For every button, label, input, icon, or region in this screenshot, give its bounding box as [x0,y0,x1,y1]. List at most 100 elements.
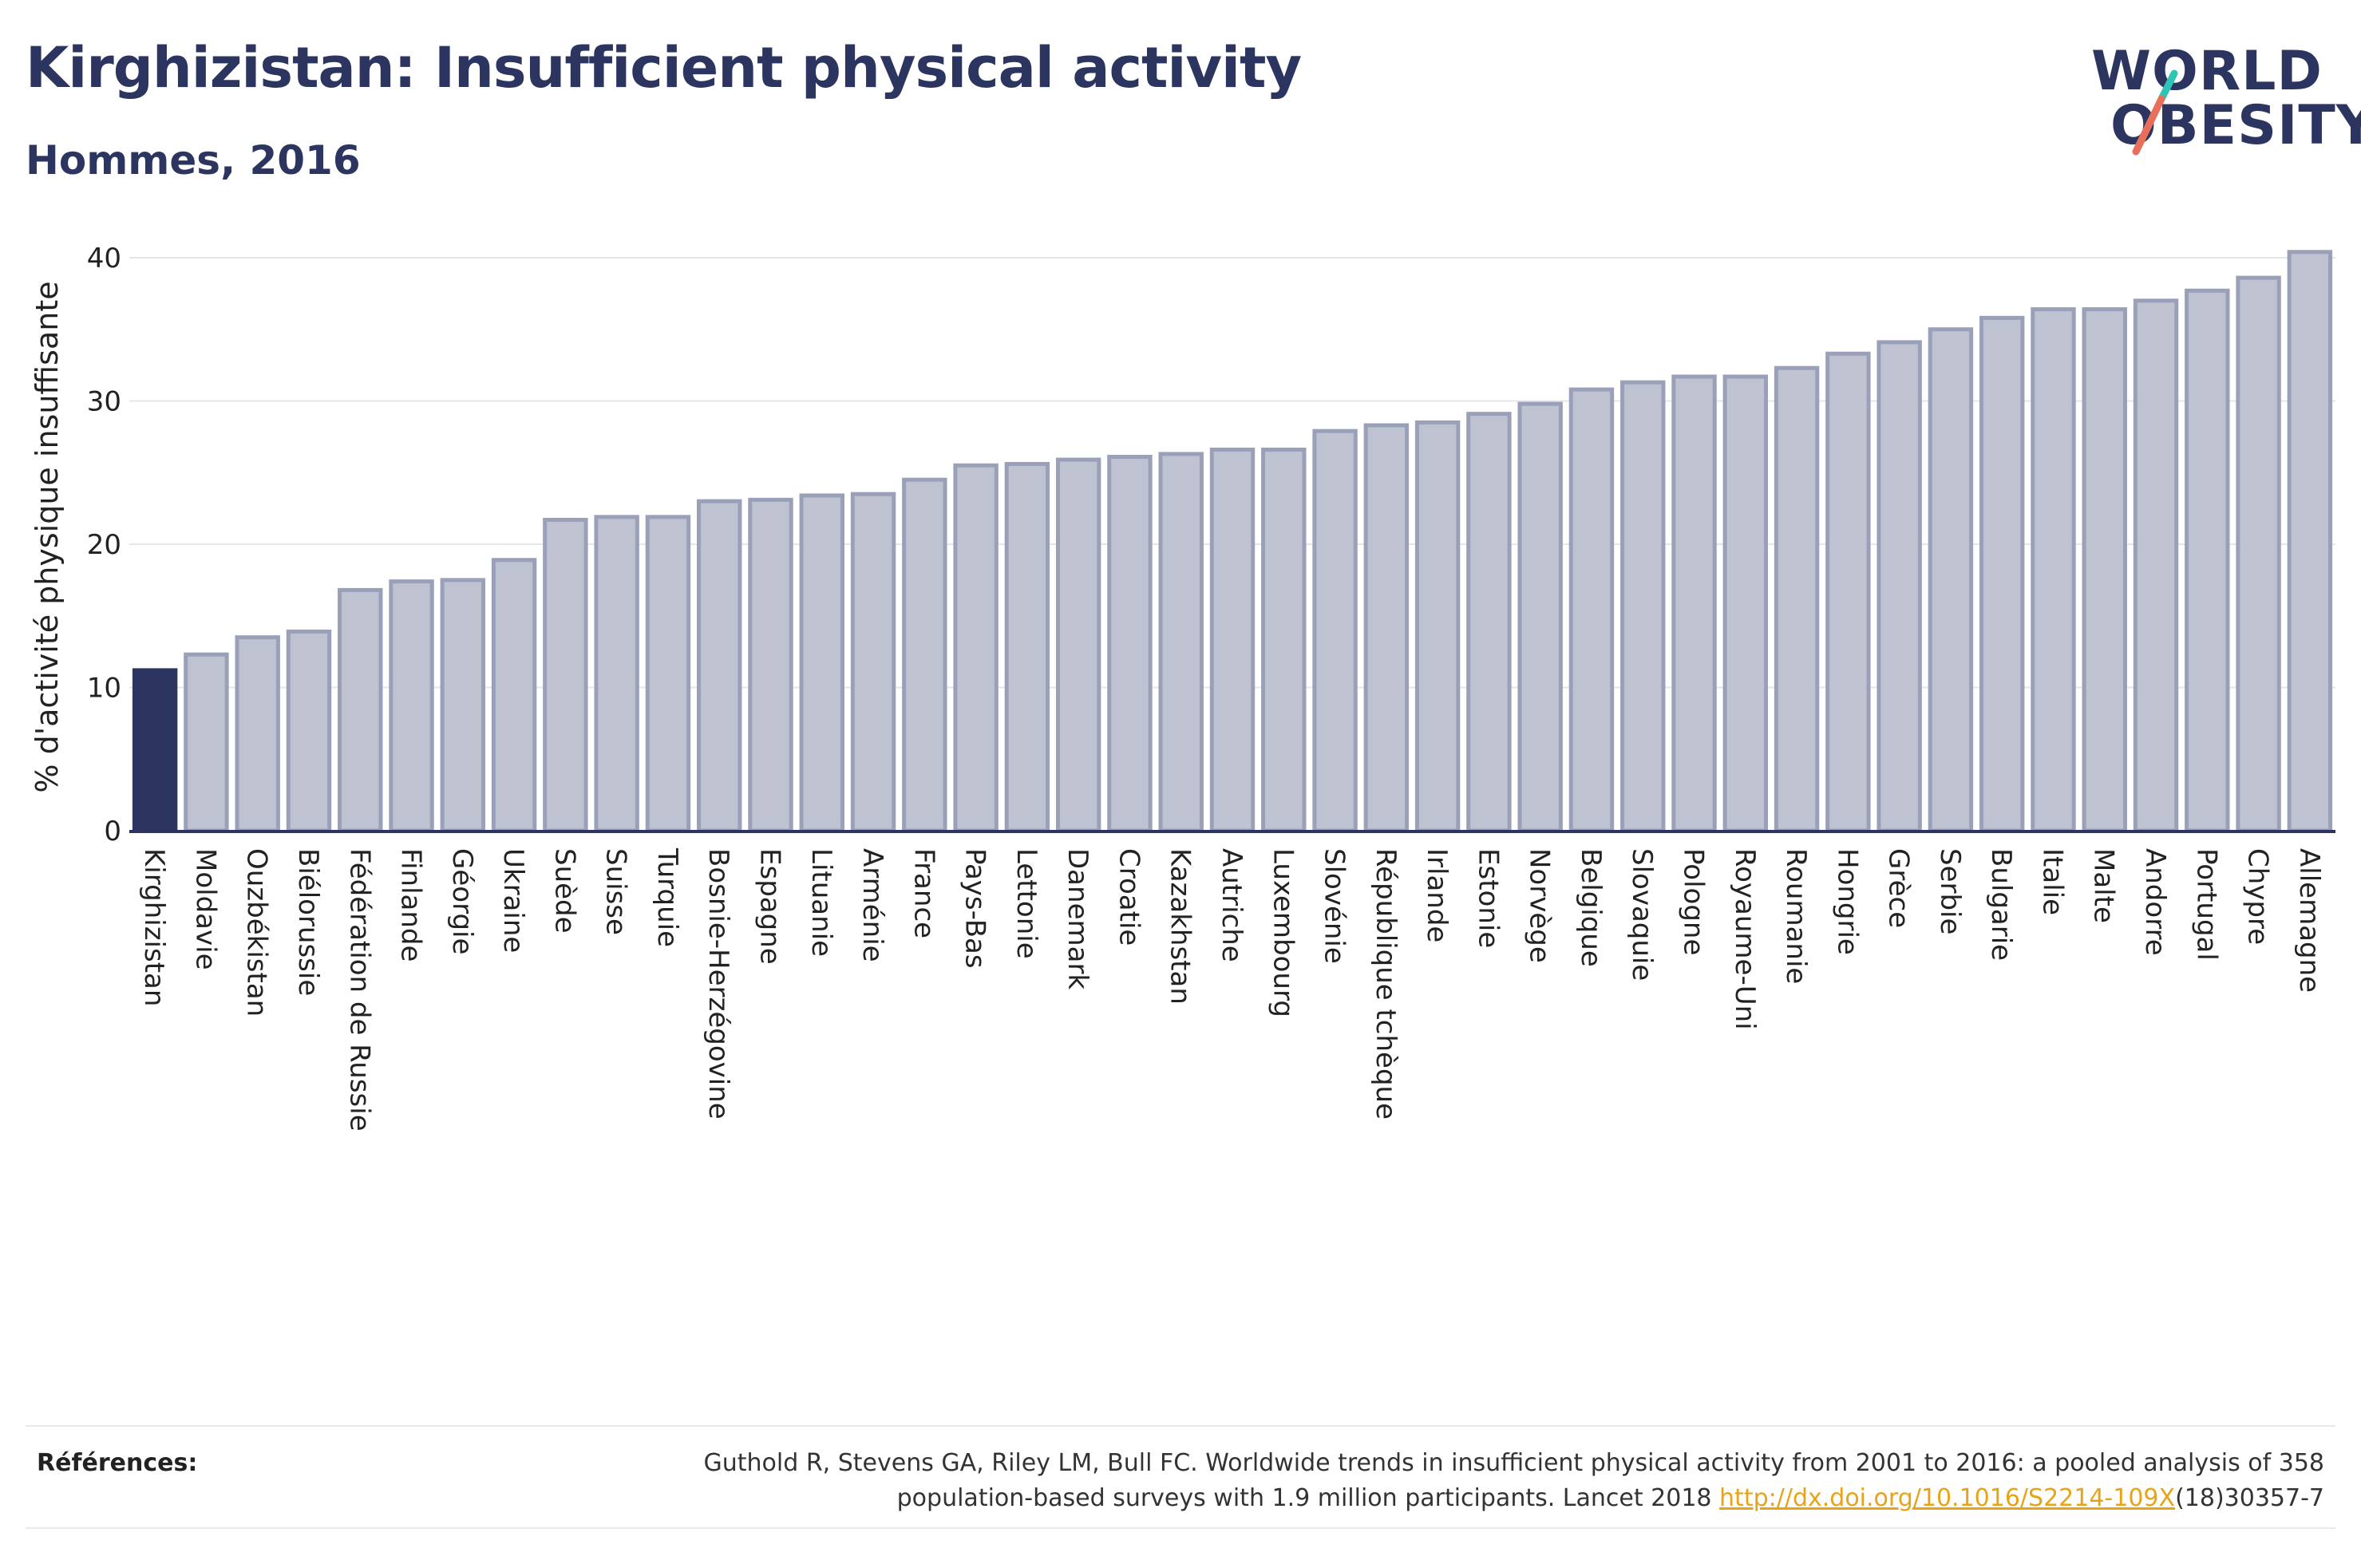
x-tick-label: Lettonie [1010,848,1042,959]
bar [1877,340,1922,833]
x-tick-label: Finlande [395,848,427,962]
x-tick-label: Roumanie [1780,848,1812,984]
x-tick-label: Ukraine [497,848,529,953]
x-tick-label: Géorgie [446,848,478,954]
x-tick-label: Turquie [651,847,683,947]
x-tick-label: Moldavie [189,848,221,970]
reference-doi-link[interactable]: http://dx.doi.org/10.1016/S2214-109X [1719,1484,2176,1512]
bar [1363,423,1410,833]
bar [1517,401,1563,833]
x-tick-label: Norvège [1524,848,1556,963]
y-tick-label: 10 [87,672,121,704]
bar [1261,447,1307,833]
bar [338,587,383,833]
world-obesity-logo: WORLD OBESITY [2075,24,2361,176]
x-tick-label: République tchèque [1370,848,1402,1120]
logo-line-1: WORLD [2091,40,2323,103]
x-tick-label: Bulgarie [1985,848,2017,961]
bar [1928,327,1974,833]
bar [132,668,178,833]
bar [2185,288,2230,833]
bar [953,463,999,833]
reference-line-1: Guthold R, Stevens GA, Riley LM, Bull FC… [703,1449,2324,1477]
x-tick-label: Grèce [1883,848,1915,928]
x-tick-label: Autriche [1216,848,1248,962]
bar [748,497,793,833]
x-tick-label: Andorre [2139,848,2171,956]
references-text: Guthold R, Stevens GA, Riley LM, Bull FC… [488,1446,2324,1516]
bar [594,515,639,833]
x-tick-label: Luxembourg [1267,848,1299,1017]
x-tick-label: Malte [2088,848,2120,923]
x-tick-label: Ouzbékistan [241,848,273,1017]
x-tick-label: Fédération de Russie [343,848,375,1132]
bar [1055,457,1101,833]
bar [1107,454,1153,833]
references-label: Références: [37,1449,198,1477]
bar [902,477,947,833]
chart-title: Kirghizistan: Insufficient physical acti… [26,35,1302,101]
bar [1774,365,1820,833]
x-tick-label: Irlande [1421,848,1453,942]
x-tick-label: Allemagne [2293,848,2325,993]
bar [1414,420,1461,833]
bar [1209,447,1256,833]
x-tick-label: Croatie [1113,848,1145,946]
bar [645,515,691,833]
x-tick-label: Biélorussie [292,848,324,996]
y-tick-label: 20 [87,529,121,561]
x-tick-label: Kazakhstan [1165,848,1196,1005]
bar [1466,412,1512,833]
reference-line-2-end: (18)30357-7 [2175,1484,2324,1512]
bar [286,629,332,833]
y-axis-label: % d'activité physique insuffisante [30,281,65,792]
x-tick-label: Serbie [1934,848,1966,934]
bar [184,652,229,833]
x-tick-label: France [908,848,939,938]
x-tick-label: Slovénie [1319,848,1351,964]
bar [1158,452,1204,833]
x-tick-label: Pays-Bas [959,848,991,969]
references-panel: Références: Guthold R, Stevens GA, Riley… [26,1425,2335,1529]
bar [1620,380,1666,833]
x-tick-label: Pologne [1678,848,1710,955]
bar [1004,461,1050,833]
bar [440,578,486,833]
bar [1568,387,1615,833]
bar [1312,429,1358,833]
x-tick-label: Estonie [1472,848,1504,948]
bar [1825,351,1871,833]
x-tick-label: Belgique [1575,848,1607,967]
bar [2133,298,2179,833]
bar [389,579,434,833]
bar [850,492,896,833]
y-tick-label: 0 [104,816,121,847]
logo-slash-icon [2132,69,2178,156]
bar [2031,307,2076,833]
x-tick-label: Danemark [1062,848,1093,989]
y-tick-label: 30 [87,385,121,417]
x-tick-label: Suisse [600,848,632,935]
reference-line-2: population-based surveys with 1.9 millio… [896,1484,1720,1512]
bar [2287,250,2333,833]
x-tick-label: Suède [548,848,580,934]
bar [491,558,537,833]
bar [2236,275,2281,833]
x-tick-label: Slovaquie [1626,848,1658,981]
bar [2082,307,2127,833]
x-tick-label: Hongrie [1831,848,1863,955]
bar [1979,315,2025,833]
x-tick-label: Chypre [2242,848,2274,945]
bars [132,250,2333,833]
bar [696,499,742,833]
bar-chart: 0 10 20 30 40 Kirghizistan Moldavie Ouzbékista… [30,243,2335,1132]
x-tick-label: Kirghizistan [138,848,170,1006]
bar [543,517,588,833]
x-tick-label: Lituanie [805,848,837,957]
x-tick-label: Royaume-Uni [1729,848,1761,1030]
bar [799,493,844,833]
x-tick-label: Espagne [753,848,785,965]
y-tick-label: 40 [87,243,121,274]
chart-subtitle: Hommes, 2016 [26,137,361,184]
x-tick-label: Arménie [856,848,888,962]
